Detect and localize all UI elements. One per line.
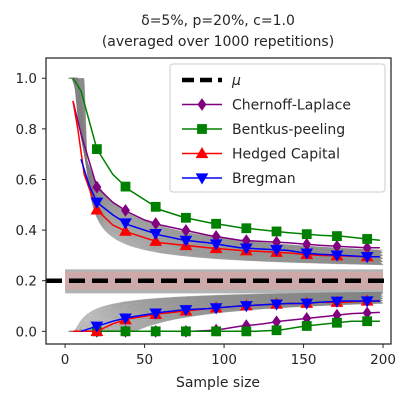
plot-area — [46, 77, 391, 338]
series-bregman-upper-marker — [209, 239, 223, 251]
series-bentkus-peeling-lower-marker — [150, 326, 161, 337]
chart-title-line2: (averaged over 1000 repetitions) — [102, 34, 334, 50]
series-bentkus-peeling-lower-marker — [211, 326, 222, 337]
series-bregman-lower-marker — [119, 313, 132, 325]
y-tick-label: 0.6 — [16, 172, 37, 188]
series-bregman-lower-marker — [209, 303, 223, 315]
series-bentkus-peeling-upper-marker — [332, 231, 342, 241]
series-bentkus-peeling-upper-marker — [241, 223, 252, 234]
legend-mu-label: μ — [231, 73, 241, 89]
series-bentkus-peeling-lower-marker — [120, 326, 131, 337]
legend-chernoff-laplace-marker — [197, 98, 207, 111]
plot-frame — [45, 57, 392, 345]
series-bregman-lower-marker — [179, 305, 193, 317]
legend-hedged-capital-label: Hedged Capital — [232, 147, 340, 163]
series-bentkus-peeling-upper-marker — [211, 218, 222, 229]
plot-clip-group — [46, 77, 391, 338]
series-bregman-upper-marker — [119, 218, 132, 230]
series-bentkus-peeling-lower-marker — [301, 321, 312, 331]
legend-box — [169, 63, 386, 193]
axis-ticks: 0 50 100 150 200 0.0 0.2 0.4 0.6 0.8 1.0 — [16, 71, 396, 368]
x-tick-label: 100 — [211, 352, 237, 368]
red-band — [65, 271, 384, 290]
series-bregman-lower-marker — [239, 301, 253, 313]
legend: μ Chernoff-Laplace Bentkus-peeling Hedged C… — [169, 63, 386, 193]
series-chernoff-laplace-upper-marker — [121, 203, 130, 217]
grey-trajectory-upper — [83, 80, 384, 266]
y-tick-label: 0.4 — [16, 223, 37, 239]
legend-bregman-label: Bregman — [232, 171, 296, 187]
series-bregman-upper-marker — [330, 250, 344, 262]
series-bentkus-peeling-upper-marker — [91, 144, 102, 155]
legend-bregman-marker — [195, 173, 209, 185]
series-bentkus-peeling-lower-marker — [181, 326, 191, 337]
series-bregman-upper-marker — [90, 197, 104, 209]
y-tick-label: 0.2 — [16, 274, 37, 290]
chart-title-line1: δ=5%, p=20%, c=1.0 — [141, 13, 295, 29]
series-bregman-upper-marker — [179, 235, 193, 247]
series-bregman-upper-marker — [300, 248, 314, 260]
x-tick-label: 50 — [136, 352, 153, 368]
series-bregman-upper-marker — [360, 252, 374, 264]
series-bregman-lower-marker — [300, 298, 314, 310]
series-bentkus-peeling-upper-marker — [301, 229, 312, 240]
x-axis-label: Sample size — [176, 375, 260, 391]
legend-hedged-capital-marker — [195, 146, 209, 159]
series-bregman-lower-marker — [90, 321, 104, 333]
series-bregman-upper-marker — [270, 245, 283, 257]
series-bentkus-peeling-lower-marker — [271, 325, 282, 336]
series-bregman-lower-marker — [149, 308, 163, 320]
series-bregman-lower-marker — [330, 296, 344, 308]
series-bentkus-peeling-upper-marker — [271, 226, 282, 237]
legend-bentkus-peeling-label: Bentkus-peeling — [232, 122, 345, 138]
x-tick-label: 0 — [61, 352, 70, 368]
series-hedged-capital-upper-marker — [119, 224, 132, 236]
series-bregman-upper-marker — [149, 229, 163, 241]
series-bentkus-peeling-upper-marker — [150, 201, 161, 212]
series-bentkus-peeling-lower-marker — [362, 316, 373, 327]
series-bregman-lower-marker — [270, 299, 283, 311]
series-hedged-capital-upper-marker — [149, 234, 163, 246]
y-tick-label: 1.0 — [16, 71, 37, 87]
x-tick-label: 200 — [370, 352, 396, 368]
series-bregman-upper-marker — [239, 243, 253, 255]
y-tick-label: 0.8 — [16, 122, 37, 138]
series-bentkus-peeling-lower-marker — [332, 317, 342, 328]
series-bentkus-peeling-upper-marker — [362, 234, 373, 244]
series-bregman-lower-marker — [360, 296, 374, 308]
legend-bentkus-peeling-marker — [197, 124, 207, 134]
series-bentkus-peeling-upper-marker — [120, 181, 131, 192]
series-bentkus-peeling-lower-marker — [241, 326, 252, 337]
series-bentkus-peeling-upper-marker — [181, 212, 191, 223]
x-tick-label: 150 — [291, 352, 317, 368]
series-chernoff-laplace-upper-marker — [92, 180, 102, 194]
y-tick-label: 0.0 — [16, 324, 37, 340]
legend-chernoff-laplace-label: Chernoff-Laplace — [232, 98, 351, 114]
series-hedged-capital-upper-marker — [90, 203, 104, 215]
